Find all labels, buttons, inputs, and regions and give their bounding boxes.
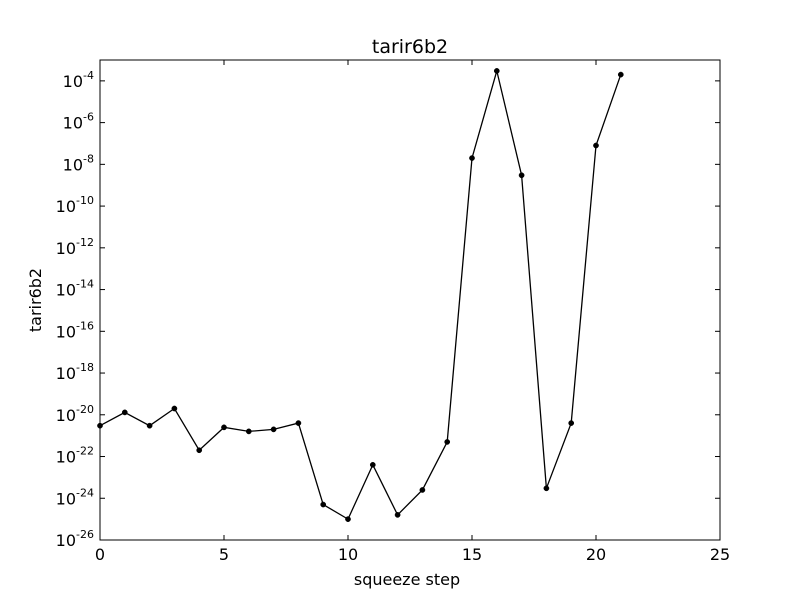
- data-point: [469, 155, 475, 161]
- data-point: [295, 420, 302, 426]
- y-tick-label-exponent: -12: [76, 236, 94, 249]
- y-tick-label-base: 10: [63, 72, 83, 91]
- y-tick-label: 10-20: [56, 403, 94, 425]
- y-tick-label-exponent: -10: [76, 194, 94, 207]
- y-tick-label-exponent: -26: [76, 528, 94, 541]
- y-tick-label: 10-8: [63, 152, 94, 174]
- data-point: [543, 485, 550, 492]
- y-tick-label-exponent: -18: [76, 361, 94, 374]
- y-tick-label-base: 10: [63, 155, 83, 174]
- y-tick-label: 10-4: [63, 69, 94, 91]
- chart-title: tarir6b2: [372, 36, 448, 58]
- y-tick-label: 10-18: [56, 361, 94, 383]
- y-tick-label: 10-14: [56, 278, 94, 300]
- data-point: [394, 512, 401, 518]
- y-tick-label-base: 10: [56, 281, 76, 300]
- y-axis-label: tarir6b2: [26, 268, 45, 332]
- y-tick-label: 10-26: [56, 528, 94, 550]
- y-tick-label-exponent: -16: [76, 319, 94, 332]
- y-tick-label-exponent: -20: [76, 403, 94, 416]
- y-tick-label-base: 10: [56, 531, 76, 550]
- y-tick-label: 10-10: [56, 194, 94, 216]
- y-tick-label: 10-12: [56, 236, 94, 258]
- data-point: [245, 428, 252, 435]
- y-tick-label: 10-22: [56, 445, 94, 467]
- data-point: [320, 501, 327, 508]
- data-point: [593, 142, 599, 149]
- data-point: [444, 439, 451, 445]
- y-tick-label: 10-16: [56, 319, 94, 341]
- x-tick-label: 25: [710, 545, 730, 564]
- series-layer: [97, 68, 624, 522]
- y-tick-label-exponent: -14: [76, 278, 94, 291]
- data-point: [369, 461, 376, 468]
- y-tick-label-base: 10: [56, 489, 76, 508]
- y-tick-label-base: 10: [63, 114, 83, 133]
- x-axis-ticks: 0 5 10 15 20 25: [95, 60, 730, 564]
- x-tick-label: 5: [219, 545, 229, 564]
- data-point: [617, 71, 624, 78]
- data-point: [221, 424, 227, 431]
- data-point: [270, 426, 277, 433]
- x-tick-label: 0: [95, 545, 105, 564]
- x-tick-label: 10: [338, 545, 358, 564]
- data-point: [568, 420, 575, 426]
- data-point: [196, 447, 203, 454]
- data-point: [493, 68, 500, 74]
- series-line: [99, 68, 622, 521]
- y-tick-label-exponent: -6: [83, 111, 94, 124]
- x-axis-label: squeeze step: [354, 570, 460, 589]
- y-tick-label-exponent: -8: [83, 152, 94, 165]
- data-point: [146, 422, 153, 429]
- y-tick-label: 10-24: [56, 486, 94, 508]
- data-point: [345, 516, 351, 522]
- x-tick-label: 15: [462, 545, 482, 564]
- y-tick-label-exponent: -4: [83, 69, 94, 82]
- y-tick-label-base: 10: [56, 239, 76, 258]
- x-tick-label: 20: [586, 545, 606, 564]
- data-point: [419, 487, 426, 493]
- y-axis-ticks: 10-2610-2410-2210-2010-1810-1610-1410-12…: [56, 69, 720, 550]
- plot-area-frame: [99, 59, 721, 541]
- y-tick-label-exponent: -24: [76, 486, 94, 499]
- y-tick-label-base: 10: [56, 406, 76, 425]
- data-point: [121, 409, 128, 416]
- y-tick-label-base: 10: [56, 364, 76, 383]
- data-point: [171, 405, 178, 412]
- y-tick-label-base: 10: [56, 448, 76, 467]
- y-tick-label-exponent: -22: [76, 445, 94, 458]
- y-tick-label-base: 10: [56, 322, 76, 341]
- y-tick-label: 10-6: [63, 111, 94, 133]
- y-tick-label-base: 10: [56, 197, 76, 216]
- data-point: [518, 172, 525, 179]
